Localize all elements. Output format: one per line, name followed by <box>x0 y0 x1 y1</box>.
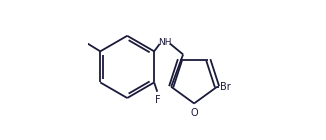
Text: NH: NH <box>158 38 171 47</box>
Text: O: O <box>190 108 198 118</box>
Text: Br: Br <box>220 82 230 92</box>
Text: F: F <box>155 95 161 105</box>
